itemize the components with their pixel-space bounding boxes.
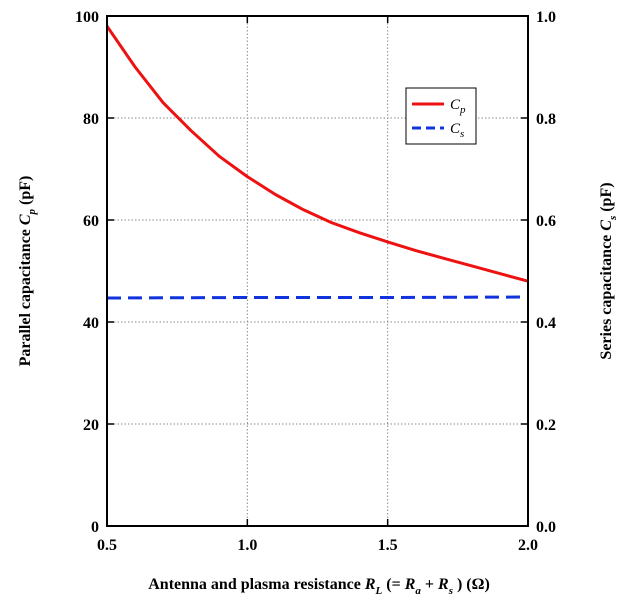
ticks: 0.5 1.0 1.5 2.0 0 20 40 60 80 100 0.0 0.2 0.4 0.6 0.8 1… [75, 9, 556, 554]
y-right-tick-label: 0.8 [536, 111, 556, 128]
y-right-tick-label: 0.0 [536, 519, 556, 536]
legend: Cp Cs [405, 87, 477, 145]
series-line-Cs [106, 295, 529, 300]
y-left-tick-label: 0 [91, 519, 99, 536]
y-left-tick-label: 40 [83, 315, 99, 332]
x-tick-label: 0.5 [97, 537, 117, 554]
x-tick-label: 2.0 [518, 537, 538, 554]
x-tick-label: 1.5 [378, 537, 398, 554]
y-left-tick-label: 20 [83, 417, 99, 434]
series-layer [105, 25, 529, 300]
series-line-Cp [105, 25, 529, 283]
x-axis-label: Antenna and plasma resistance RL (= Ra +… [148, 576, 490, 597]
y-right-tick-label: 0.2 [536, 417, 556, 434]
legend-box [405, 87, 477, 145]
y-right-tick-label: 1.0 [536, 9, 556, 26]
plot-frame [106, 15, 529, 527]
legend-label: Cs [450, 121, 464, 140]
legend-label: Cp [450, 97, 466, 116]
y-right-tick-label: 0.4 [536, 315, 556, 332]
y-left-tick-label: 60 [83, 213, 99, 230]
y-left-tick-label: 80 [83, 111, 99, 128]
x-tick-label: 1.0 [237, 537, 257, 554]
y-left-tick-label: 100 [75, 9, 99, 26]
y-axis-right-label: Series capacitance Cs (pF) [598, 182, 619, 359]
y-axis-left-label: Parallel capacitance Cp (pF) [17, 176, 38, 367]
y-right-tick-label: 0.6 [536, 213, 556, 230]
